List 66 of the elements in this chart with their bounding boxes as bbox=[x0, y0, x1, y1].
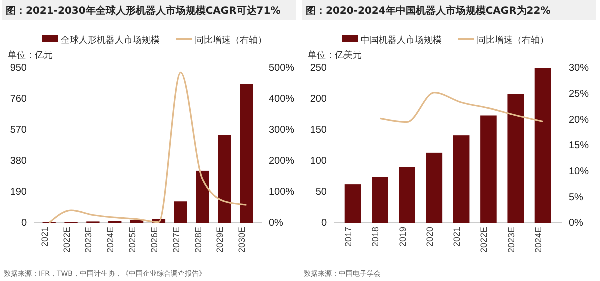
y-tick-label: 0 bbox=[21, 218, 28, 230]
y2-tick-label: 30% bbox=[569, 63, 590, 74]
chart-title: 图：2020-2024年中国机器人市场规模CAGR为22% bbox=[306, 5, 551, 17]
y2-tick-label: 20% bbox=[569, 114, 590, 126]
y2-tick-label: 10% bbox=[569, 166, 590, 178]
bar bbox=[218, 135, 232, 223]
x-tick-label: 2019 bbox=[398, 227, 408, 248]
x-tick-label: 2030E bbox=[237, 227, 248, 254]
x-tick-label: 2026E bbox=[149, 227, 160, 254]
y-axis-title: 单位：亿元 bbox=[8, 50, 53, 61]
x-tick-label: 2022E bbox=[62, 227, 72, 254]
y-tick-label: 380 bbox=[10, 156, 28, 168]
y-tick-label: 0 bbox=[321, 218, 328, 230]
x-tick-label: 2027E bbox=[171, 227, 182, 254]
x-tick-label: 2021 bbox=[452, 227, 462, 248]
bar bbox=[426, 152, 443, 223]
x-tick-label: 2024E bbox=[106, 227, 116, 254]
line-series bbox=[48, 72, 248, 224]
y-tick-label: 950 bbox=[10, 63, 28, 74]
x-tick-label: 2018 bbox=[370, 227, 381, 248]
x-tick-label: 2023E bbox=[84, 227, 94, 254]
chart-title: 图：2021-2030年全球人形机器人市场规模CAGR可达71% bbox=[6, 5, 281, 17]
y2-tick-label: 500% bbox=[269, 63, 295, 74]
y-tick-label: 200 bbox=[310, 94, 328, 106]
legend-label: 全球人形机器人市场规模 bbox=[61, 35, 160, 46]
y2-tick-label: 400% bbox=[269, 94, 295, 106]
legend-label: 同比增速（右轴） bbox=[195, 35, 267, 46]
bar bbox=[344, 184, 362, 223]
y2-tick-label: 200% bbox=[269, 156, 295, 168]
y-tick-label: 150 bbox=[310, 125, 328, 136]
bar bbox=[399, 167, 416, 223]
y2-tick-label: 5% bbox=[569, 192, 584, 204]
bar bbox=[130, 220, 144, 223]
y2-tick-label: 0% bbox=[269, 218, 284, 230]
x-tick-label: 2023E bbox=[506, 227, 516, 254]
y2-tick-label: 300% bbox=[269, 125, 295, 136]
y2-tick-label: 100% bbox=[269, 187, 295, 198]
y-axis-title: 单位：亿美元 bbox=[308, 50, 362, 61]
y-tick-label: 760 bbox=[10, 94, 28, 106]
legend-label: 中国机器人市场规模 bbox=[361, 35, 442, 46]
y-tick-label: 50 bbox=[316, 187, 328, 198]
y-tick-label: 100 bbox=[310, 156, 328, 168]
y-tick-label: 570 bbox=[10, 125, 28, 136]
y-tick-label: 190 bbox=[10, 187, 28, 198]
y2-tick-label: 25% bbox=[569, 89, 590, 100]
bar bbox=[196, 170, 210, 223]
y-tick-label: 250 bbox=[310, 63, 328, 74]
x-tick-label: 2017 bbox=[344, 227, 354, 248]
y2-tick-label: 0% bbox=[569, 218, 584, 230]
bar bbox=[534, 68, 552, 223]
legend-label: 同比增速（右轴） bbox=[477, 35, 549, 46]
y2-tick-label: 15% bbox=[569, 140, 590, 152]
x-tick-label: 2022E bbox=[479, 227, 490, 254]
x-tick-label: 2020 bbox=[424, 227, 435, 248]
bar bbox=[372, 177, 388, 223]
bar bbox=[480, 116, 497, 223]
x-tick-label: 2025E bbox=[128, 227, 138, 254]
bar bbox=[453, 136, 470, 223]
bar bbox=[174, 202, 188, 223]
bar bbox=[508, 94, 524, 223]
x-tick-label: 2029E bbox=[215, 227, 226, 254]
x-tick-label: 2024E bbox=[534, 227, 544, 254]
x-tick-label: 2021 bbox=[40, 227, 50, 248]
line-series bbox=[379, 92, 544, 124]
x-tick-label: 2028E bbox=[193, 227, 204, 254]
bar bbox=[240, 84, 254, 223]
